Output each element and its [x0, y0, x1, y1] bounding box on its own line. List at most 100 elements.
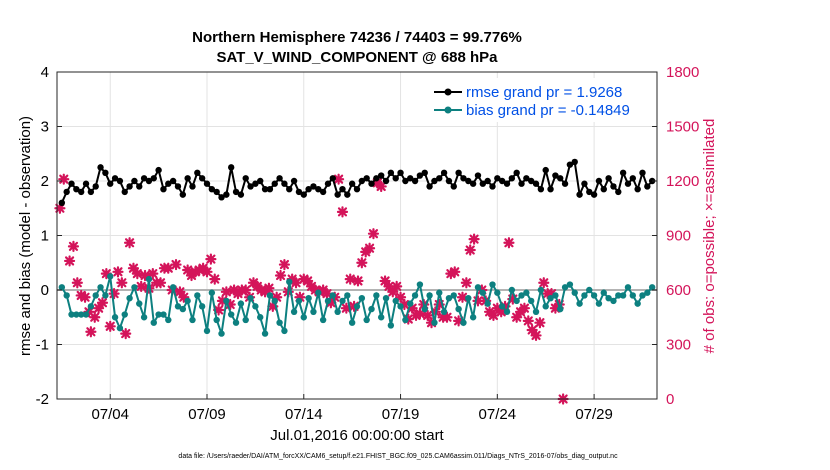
- obs-point: [518, 302, 531, 314]
- left-tick-label: 0: [41, 282, 49, 299]
- bias-point: [198, 303, 206, 310]
- rmse-point: [547, 185, 554, 193]
- obs-point: [58, 173, 70, 185]
- rmse-point: [494, 175, 501, 182]
- rmse-point: [261, 185, 269, 193]
- rmse-point: [286, 185, 293, 193]
- rmse-point: [363, 175, 370, 182]
- bias-point: [397, 303, 404, 310]
- obs-point: [271, 291, 283, 303]
- obs-point: [154, 277, 167, 289]
- rmse-point: [644, 183, 651, 190]
- obs-point: [367, 228, 380, 240]
- rmse-point: [586, 188, 593, 196]
- bias-point: [479, 289, 487, 296]
- y-axis-label-left: rmse and bias (model - observation): [17, 116, 34, 356]
- bias-point: [363, 316, 370, 324]
- rmse-point: [561, 180, 569, 187]
- rmse-point: [271, 180, 278, 187]
- obs-point: [263, 282, 275, 294]
- bias-series: [58, 273, 656, 337]
- right-tick-label: 0: [666, 391, 674, 408]
- obs-point: [123, 237, 136, 249]
- bias-point: [169, 284, 177, 291]
- bias-point: [324, 297, 332, 305]
- bias-point: [237, 300, 245, 307]
- rmse-point: [324, 180, 332, 187]
- bias-point: [634, 300, 641, 307]
- obs-point: [174, 286, 186, 298]
- obs-point: [464, 244, 476, 256]
- obs-point: [433, 298, 445, 311]
- rmse-point: [179, 191, 187, 198]
- rmse-point: [58, 199, 66, 206]
- rmse-point: [624, 180, 632, 187]
- obs-point: [205, 253, 217, 265]
- rmse-point: [237, 191, 245, 198]
- bias-point: [140, 314, 148, 321]
- bias-point: [271, 297, 278, 305]
- obs-point: [83, 306, 95, 318]
- obs-point: [468, 233, 480, 245]
- bias-point: [116, 324, 124, 332]
- right-tick-label: 1200: [666, 173, 699, 190]
- bias-point: [639, 292, 646, 299]
- bias-point: [300, 314, 307, 321]
- rmse-point: [344, 191, 351, 198]
- chart-title-line2: SAT_V_WIND_COMPONENT @ 688 hPa: [216, 49, 498, 66]
- bias-point: [290, 308, 298, 315]
- obs-point: [487, 309, 500, 322]
- rmse-point: [639, 169, 646, 177]
- rmse-point: [431, 177, 438, 185]
- obs-point: [224, 298, 236, 311]
- obs-point: [100, 268, 112, 280]
- rmse-point: [615, 188, 622, 196]
- rmse-point: [489, 183, 496, 190]
- obs-point: [383, 280, 395, 292]
- rmse-point: [319, 188, 327, 196]
- bias-point: [242, 316, 249, 324]
- obs-point: [274, 269, 287, 282]
- rmse-point: [232, 188, 240, 196]
- rmse-point: [576, 191, 583, 198]
- obs-point: [344, 273, 356, 285]
- bias-point: [194, 292, 201, 299]
- obs-point: [182, 264, 194, 276]
- bias-point: [344, 292, 351, 299]
- bias-point: [494, 289, 501, 296]
- obs-point: [147, 268, 159, 280]
- bias-point: [145, 275, 153, 283]
- obs-point: [414, 308, 426, 320]
- rmse-point: [634, 185, 641, 193]
- bias-point: [465, 294, 472, 302]
- legend-box: [430, 78, 652, 122]
- right-tick-label: 1500: [666, 119, 699, 136]
- bias-point: [136, 300, 143, 307]
- bias-point: [223, 297, 230, 305]
- obs-point: [209, 273, 221, 285]
- x-axis: 07/04 07/09 07/14 07/19 07/24 07/29: [91, 394, 613, 423]
- bias-point: [247, 294, 254, 302]
- rmse-point: [465, 177, 472, 185]
- rmse-point: [227, 164, 235, 171]
- bias-point: [440, 308, 448, 315]
- bias-point: [276, 319, 283, 326]
- rmse-point: [542, 166, 549, 174]
- rmse-point: [402, 177, 409, 185]
- rmse-point: [513, 169, 520, 177]
- left-axis: -2 -1 0 1 2 3 4: [36, 64, 62, 408]
- rmse-point: [126, 183, 133, 190]
- x-tick-label: 07/29: [575, 406, 613, 423]
- legend-rmse-marker: [444, 88, 452, 96]
- obs-point: [135, 280, 147, 292]
- obs-point: [511, 311, 523, 323]
- rmse-point: [610, 183, 617, 190]
- bias-point: [227, 311, 235, 318]
- bias-point: [111, 314, 119, 321]
- obs-point: [538, 277, 550, 289]
- bias-point: [484, 300, 491, 307]
- rmse-point: [377, 172, 385, 179]
- bias-point: [160, 311, 167, 318]
- obs-point: [379, 275, 391, 287]
